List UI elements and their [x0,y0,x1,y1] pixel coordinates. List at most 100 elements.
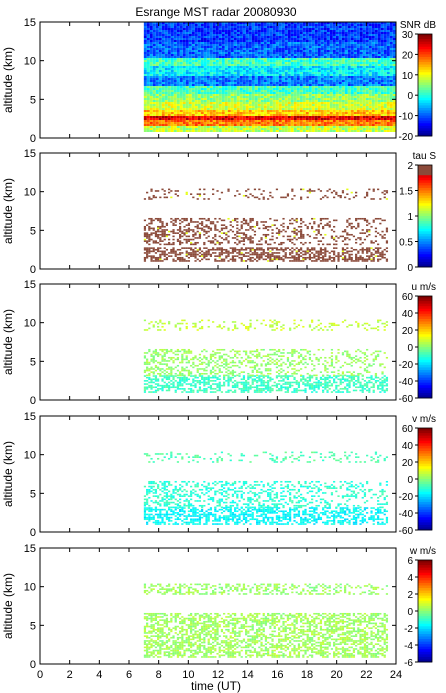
heat-cell [239,64,243,66]
heat-cell [197,122,201,124]
heat-cell [203,252,206,254]
heat-cell [359,54,363,56]
heat-cell [356,108,360,110]
heat-cell [242,30,246,32]
heat-cell [266,122,270,124]
heat-cell [170,22,174,24]
heat-cell [248,24,252,26]
heat-cell [299,58,303,60]
heat-cell [176,52,180,54]
heat-cell [272,114,276,116]
heat-cell [287,60,291,62]
heat-cell [269,28,273,30]
heat-cell [167,56,171,58]
heat-cell [311,22,315,24]
heat-cell [332,82,336,84]
heat-cell [374,60,378,62]
heat-cell [209,52,213,54]
heat-cell [371,118,375,120]
heat-cell [371,40,375,42]
heat-cell [287,110,291,112]
heat-cell [197,102,201,104]
heat-cell [347,52,351,54]
heat-cell [266,112,270,114]
heat-cell [257,126,261,128]
heat-cell [266,22,270,24]
heat-cell [335,88,339,90]
heat-cell [341,54,345,56]
heat-cell [338,34,342,36]
heat-cell [314,68,318,70]
heat-cell [323,78,327,80]
heat-cell [143,50,147,52]
heat-cell [293,88,297,90]
heat-cell [263,36,267,38]
heat-cell [386,98,390,100]
heat-cell [254,74,258,76]
heat-cell [287,70,291,72]
heat-cell [320,22,324,24]
heat-cell [143,30,147,32]
heat-cell [320,30,324,32]
heat-cell [254,32,258,34]
heat-cell [182,24,186,26]
heat-cell [224,42,228,44]
heat-cell [368,70,372,72]
heat-cell [308,70,312,72]
heat-cell [218,68,222,70]
colorbar-tick-label: -20 [399,132,414,143]
heat-cell [281,34,285,36]
heat-cell [317,74,321,76]
heat-cell [263,76,267,78]
heat-cell [326,118,330,120]
heat-cell [377,104,381,106]
heat-cell [194,118,198,120]
heat-cell [383,130,387,132]
heat-cell [230,94,234,96]
heat-cell [338,122,342,124]
heat-cell [197,106,201,108]
heat-cell [212,62,216,64]
heat-cell [257,84,261,86]
heat-cell [305,66,309,68]
heat-cell [335,66,339,68]
heat-cell [260,28,264,30]
heat-cell [248,70,252,72]
heat-cell [293,100,297,102]
heat-cell [302,126,306,128]
heat-cell [350,42,354,44]
heat-cell [311,126,315,128]
heat-cell [251,124,255,126]
heat-cell [233,90,237,92]
heat-cell [248,60,252,62]
heat-cell [317,38,321,40]
heat-cell [191,130,195,132]
heat-cell [329,88,333,90]
heat-cell [341,100,345,102]
heat-cell [323,70,327,72]
heat-cell [338,72,342,74]
heat-cell [332,58,336,60]
heat-cell [254,116,258,118]
heat-cell [230,78,234,80]
heat-cell [347,108,351,110]
heat-cell [245,40,249,42]
heat-cell [188,108,192,110]
heat-cell [257,60,261,62]
heat-cell [236,126,240,128]
heat-cell [308,104,312,106]
heat-cell [254,88,258,90]
heat-cell [314,80,318,82]
heat-cell [242,54,246,56]
heat-cell [380,56,384,58]
heat-cell [245,100,249,102]
heat-cell [308,66,312,68]
heat-cell [344,80,348,82]
heat-cell [305,82,309,84]
heat-cell [155,100,159,102]
heat-cell [227,56,231,58]
heat-cell [254,48,258,50]
heat-cell [380,90,384,92]
heat-cell [299,22,303,24]
